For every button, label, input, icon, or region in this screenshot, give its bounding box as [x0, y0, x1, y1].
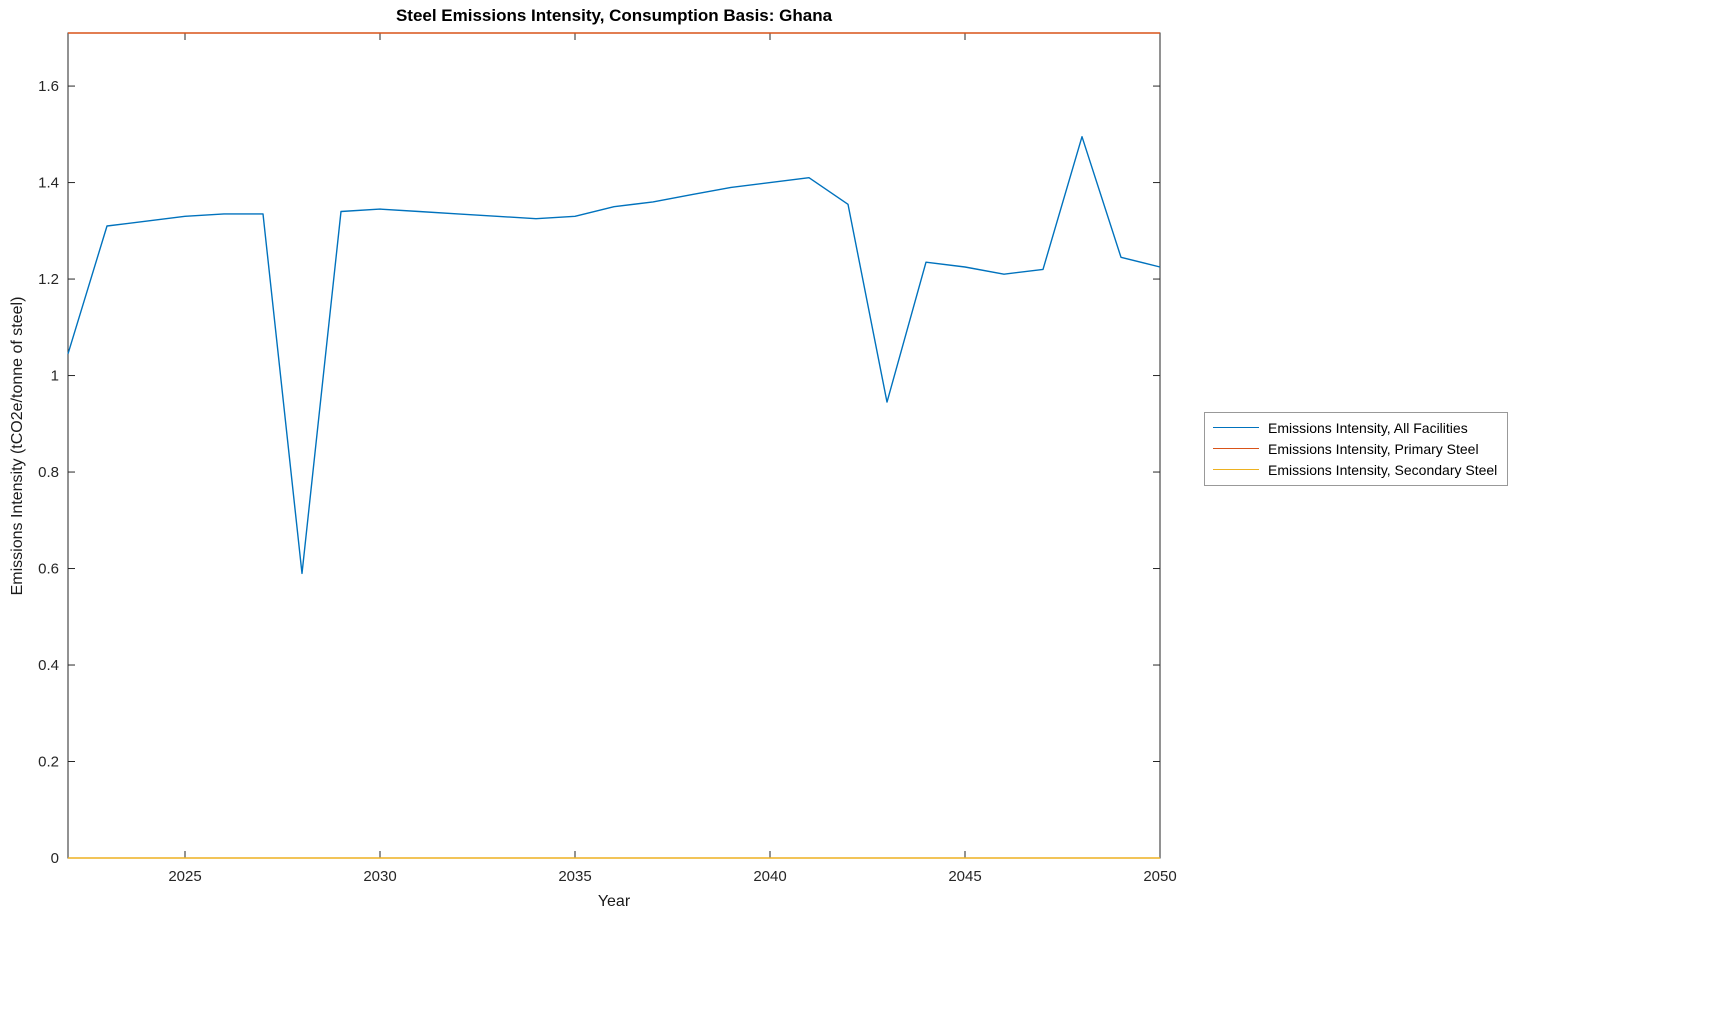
legend-entry-all-facilities: Emissions Intensity, All Facilities — [1213, 417, 1497, 438]
y-axis-label: Emissions Intensity (tCO2e/tonne of stee… — [9, 296, 26, 596]
legend-line-sample — [1213, 448, 1259, 449]
legend-line-sample — [1213, 469, 1259, 470]
x-tick-label: 2045 — [948, 868, 981, 885]
y-tick-label: 1.6 — [38, 78, 59, 95]
legend-entry-primary-steel: Emissions Intensity, Primary Steel — [1213, 438, 1497, 459]
legend-label: Emissions Intensity, Primary Steel — [1268, 440, 1479, 457]
legend-line-sample — [1213, 427, 1259, 428]
y-tick-label: 0.4 — [38, 657, 59, 674]
x-tick-label: 2035 — [558, 868, 591, 885]
x-tick-label: 2030 — [363, 868, 396, 885]
x-tick-label: 2050 — [1143, 868, 1176, 885]
x-tick-label: 2025 — [168, 868, 201, 885]
y-tick-label: 0.8 — [38, 464, 59, 481]
y-tick-label: 0 — [51, 850, 59, 867]
series-line-0 — [67, 135, 1161, 575]
y-tick-label: 0.2 — [38, 754, 59, 771]
y-tick-label: 1.4 — [38, 175, 59, 192]
legend-label: Emissions Intensity, All Facilities — [1268, 419, 1468, 436]
y-tick-label: 1 — [51, 368, 59, 385]
legend-label: Emissions Intensity, Secondary Steel — [1268, 461, 1498, 478]
y-tick-label: 1.2 — [38, 271, 59, 288]
chart-title: Steel Emissions Intensity, Consumption B… — [395, 6, 833, 25]
y-tick-label: 0.6 — [38, 561, 59, 578]
x-tick-label: 2040 — [753, 868, 786, 885]
axes-box — [67, 32, 1161, 859]
legend-entry-secondary-steel: Emissions Intensity, Secondary Steel — [1213, 459, 1497, 480]
legend: Emissions Intensity, All Facilities Emis… — [1204, 412, 1509, 486]
x-axis-label: Year — [597, 893, 631, 910]
